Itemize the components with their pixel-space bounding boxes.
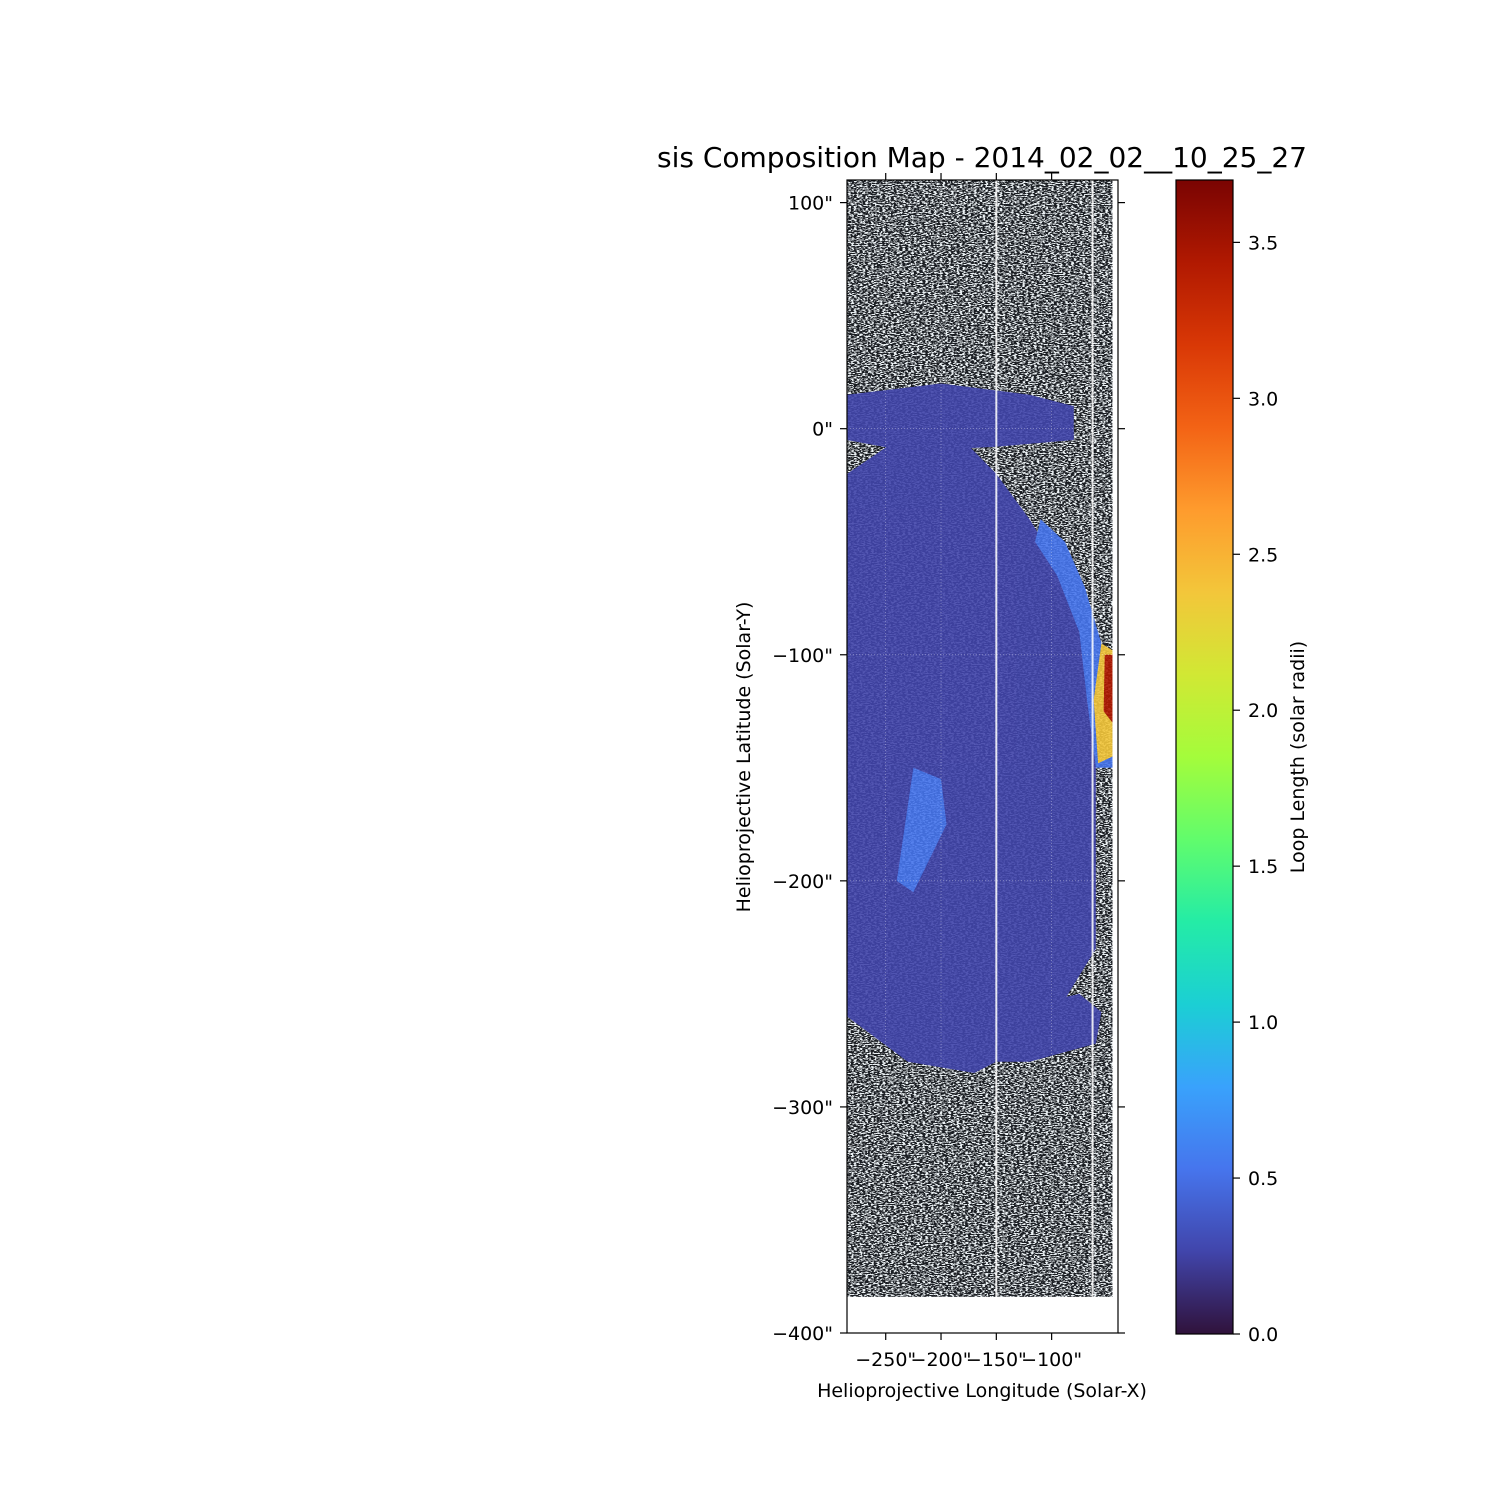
x-tick-label: −200" [911, 1349, 972, 1371]
southern-loops [974, 993, 1102, 1062]
y-tick-label: 100" [788, 193, 833, 215]
colorbar-tick-label: 0.0 [1248, 1324, 1278, 1346]
northern-strip [847, 383, 1074, 452]
colorbar-tick-label: 3.0 [1248, 388, 1278, 410]
colorbar: 0.0 0.5 1.0 1.5 2.0 2.5 3.0 3.5 Loop Length (so… [1175, 179, 1309, 1346]
chart-title: sis Composition Map - 2014_02_02__10_25_… [657, 141, 1307, 174]
colorbar-tick-label: 2.5 [1248, 544, 1278, 566]
plot-area [847, 180, 1118, 1333]
y-tick-label: −200" [772, 871, 833, 893]
loop-footpoint-peak [1103, 654, 1113, 723]
colorbar-tick-label: 0.5 [1248, 1168, 1278, 1190]
colorbar-gradient [1175, 179, 1234, 1335]
loop-length-overlay [847, 383, 1113, 1074]
x-axis: −250"−200"−150"−100" [855, 173, 1082, 1371]
colorbar-tick-label: 1.5 [1248, 856, 1278, 878]
colorbar-tick-label: 3.5 [1248, 232, 1278, 254]
southern-ribbon [896, 767, 947, 893]
y-axis: 100" 0" −100" −200" −300" −400" [772, 193, 1125, 1345]
colorbar-tick-label: 2.0 [1248, 700, 1278, 722]
y-tick-label: −100" [772, 645, 833, 667]
y-tick-label: 0" [812, 419, 833, 441]
plot-frame [846, 179, 1119, 1334]
colorbar-label: Loop Length (solar radii) [1287, 641, 1309, 873]
colorbar-tick-label: 1.0 [1248, 1012, 1278, 1034]
grid-lines [847, 180, 1118, 1333]
main-loop-region [847, 439, 1096, 1074]
x-tick-label: −100" [1021, 1349, 1082, 1371]
colorbar-ticks: 0.0 0.5 1.0 1.5 2.0 2.5 3.0 3.5 [1233, 232, 1278, 1346]
y-tick-label: −300" [772, 1097, 833, 1119]
x-tick-label: −150" [966, 1349, 1027, 1371]
x-tick-label: −250" [855, 1349, 916, 1371]
x-axis-label: Helioprojective Longitude (Solar-X) [817, 1380, 1147, 1402]
y-tick-label: −400" [772, 1323, 833, 1345]
y-axis-label: Helioprojective Latitude (Solar-Y) [733, 602, 755, 913]
